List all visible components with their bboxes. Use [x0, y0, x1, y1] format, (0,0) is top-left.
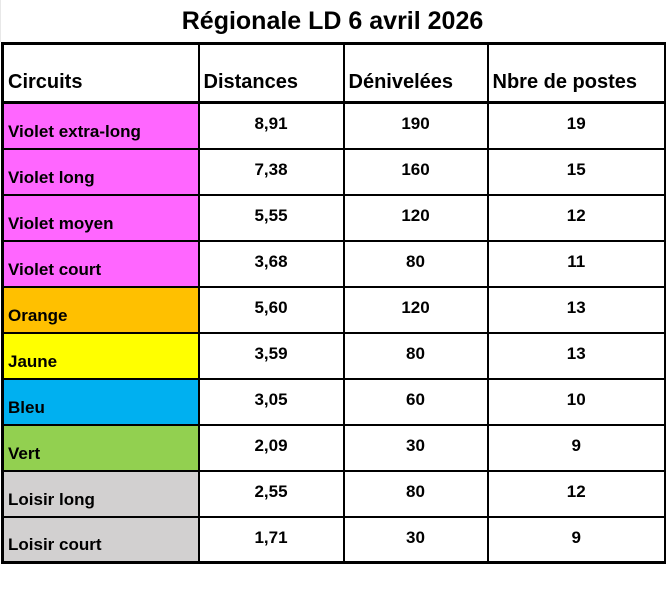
- denivelee-cell: 120: [342, 193, 489, 242]
- table-row: Loisir long 2,55 80 12: [1, 469, 666, 518]
- postes-cell: 9: [486, 515, 666, 564]
- table-row: Loisir court 1,71 30 9: [1, 515, 666, 564]
- column-header-circuits: Circuits: [1, 42, 200, 104]
- denivelee-cell: 30: [342, 515, 489, 564]
- circuit-name-cell: Loisir long: [1, 469, 200, 518]
- circuit-name-cell: Violet long: [1, 147, 200, 196]
- page-title: Régionale LD 6 avril 2026: [181, 6, 484, 35]
- distance-cell: 2,55: [197, 469, 345, 518]
- postes-cell: 10: [486, 377, 666, 426]
- table-row: Orange 5,60 120 13: [1, 285, 666, 334]
- denivelee-cell: 80: [342, 239, 489, 288]
- postes-cell: 13: [486, 331, 666, 380]
- postes-cell: 12: [486, 469, 666, 518]
- circuits-table: Circuits Distances Dénivelées Nbre de po…: [1, 42, 666, 564]
- distance-cell: 2,09: [197, 423, 345, 472]
- denivelee-cell: 160: [342, 147, 489, 196]
- circuit-name-cell: Jaune: [1, 331, 200, 380]
- distance-cell: 3,68: [197, 239, 345, 288]
- denivelee-cell: 80: [342, 469, 489, 518]
- postes-cell: 12: [486, 193, 666, 242]
- table-row: Violet court 3,68 80 11: [1, 239, 666, 288]
- denivelee-cell: 60: [342, 377, 489, 426]
- table-row: Vert 2,09 30 9: [1, 423, 666, 472]
- table-header-row: Circuits Distances Dénivelées Nbre de po…: [1, 42, 666, 104]
- circuit-name-cell: Violet court: [1, 239, 200, 288]
- distance-cell: 7,38: [197, 147, 345, 196]
- column-header-postes: Nbre de postes: [486, 42, 666, 104]
- column-header-denivelees: Dénivelées: [342, 42, 489, 104]
- column-header-distances: Distances: [197, 42, 345, 104]
- table-row: Violet long 7,38 160 15: [1, 147, 666, 196]
- denivelee-cell: 190: [342, 101, 489, 150]
- circuit-name-cell: Loisir court: [1, 515, 200, 564]
- circuit-name-cell: Vert: [1, 423, 200, 472]
- distance-cell: 1,71: [197, 515, 345, 564]
- table-row: Jaune 3,59 80 13: [1, 331, 666, 380]
- distance-cell: 3,05: [197, 377, 345, 426]
- table-row: Violet extra-long 8,91 190 19: [1, 101, 666, 150]
- distance-cell: 3,59: [197, 331, 345, 380]
- table-title-bar: Régionale LD 6 avril 2026: [0, 0, 664, 42]
- denivelee-cell: 30: [342, 423, 489, 472]
- postes-cell: 9: [486, 423, 666, 472]
- distance-cell: 5,55: [197, 193, 345, 242]
- table-row: Bleu 3,05 60 10: [1, 377, 666, 426]
- postes-cell: 13: [486, 285, 666, 334]
- postes-cell: 15: [486, 147, 666, 196]
- circuit-name-cell: Violet moyen: [1, 193, 200, 242]
- table-row: Violet moyen 5,55 120 12: [1, 193, 666, 242]
- postes-cell: 19: [486, 101, 666, 150]
- denivelee-cell: 80: [342, 331, 489, 380]
- distance-cell: 5,60: [197, 285, 345, 334]
- distance-cell: 8,91: [197, 101, 345, 150]
- circuit-name-cell: Bleu: [1, 377, 200, 426]
- denivelee-cell: 120: [342, 285, 489, 334]
- postes-cell: 11: [486, 239, 666, 288]
- circuit-name-cell: Orange: [1, 285, 200, 334]
- circuit-name-cell: Violet extra-long: [1, 101, 200, 150]
